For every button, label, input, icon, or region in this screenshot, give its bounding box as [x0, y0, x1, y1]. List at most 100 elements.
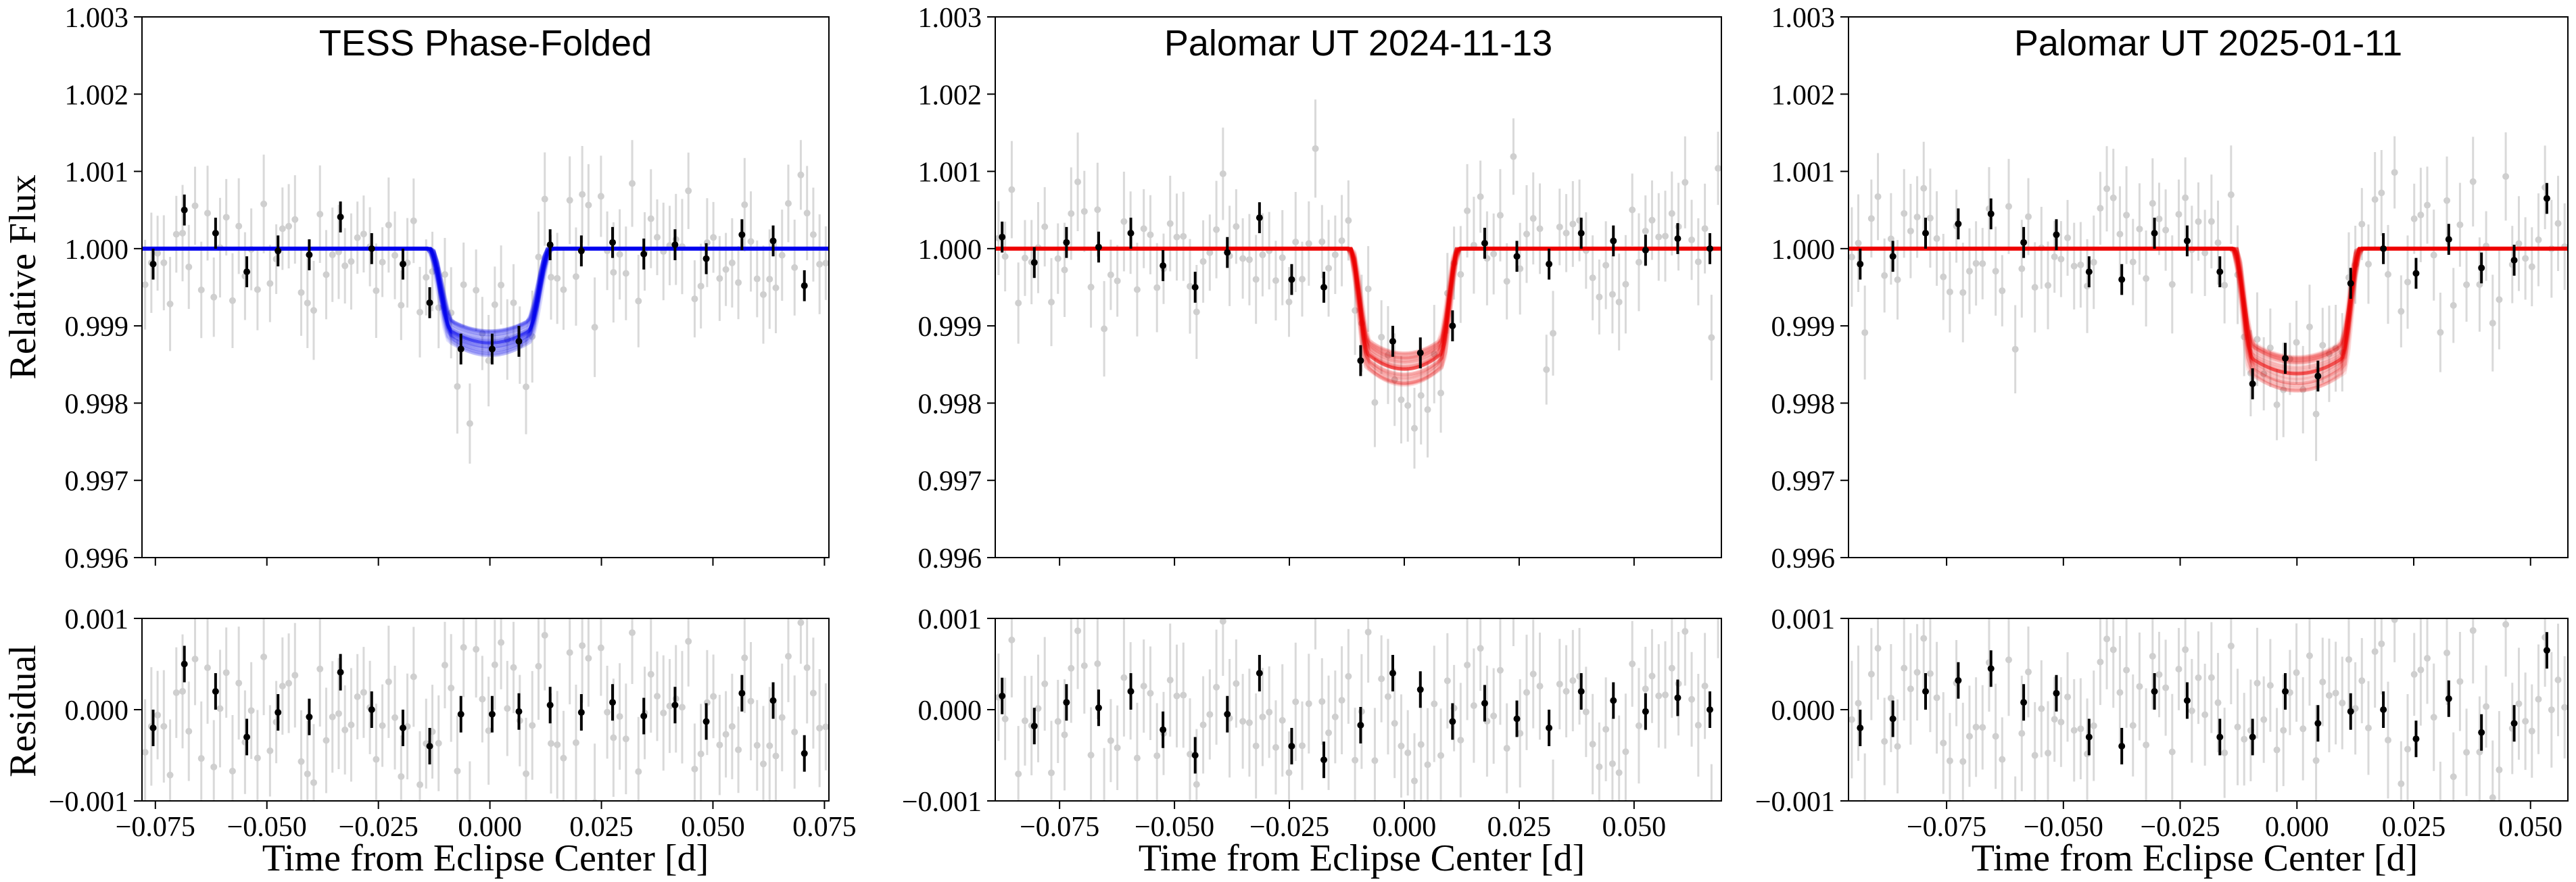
raw-residual-point	[1292, 698, 1299, 706]
raw-residual-point	[2554, 676, 2562, 683]
raw-residual-point	[1107, 737, 1114, 744]
raw-point	[622, 270, 629, 277]
raw-residual-point	[610, 734, 617, 741]
raw-residual-point	[529, 722, 536, 729]
raw-point	[1299, 276, 1306, 283]
raw-point	[1926, 214, 1934, 222]
raw-residual-point	[691, 765, 698, 773]
binned-residual-point	[426, 743, 433, 750]
raw-residual-point	[1681, 628, 1689, 635]
binned-point	[2314, 372, 2322, 380]
raw-residual-point	[1133, 754, 1141, 762]
raw-point	[1259, 251, 1266, 259]
raw-point	[2005, 203, 2012, 210]
binned-point	[801, 282, 808, 289]
raw-point	[1417, 392, 1425, 399]
raw-point	[1855, 239, 1862, 247]
raw-residual-point	[2031, 752, 2038, 759]
raw-point	[753, 275, 761, 283]
raw-point	[479, 330, 486, 337]
raw-point	[1345, 217, 1352, 224]
y-tick-label: 1.002	[65, 80, 129, 111]
x-tick-label: 0.075	[792, 812, 857, 843]
raw-point	[647, 215, 654, 222]
raw-residual-point	[379, 722, 386, 729]
binned-point	[1674, 235, 1681, 242]
raw-point	[1887, 235, 1894, 243]
raw-point	[2149, 199, 2156, 207]
raw-residual-point	[1999, 756, 2006, 763]
raw-residual-point	[160, 722, 168, 730]
x-tick-label: −0.025	[339, 812, 419, 843]
y-tick-label: 0.997	[918, 466, 982, 497]
raw-residual-point	[1364, 629, 1372, 636]
binned-point	[738, 231, 746, 239]
binned-residual-point	[671, 702, 679, 709]
raw-residual-point	[1635, 722, 1642, 729]
raw-point	[2077, 261, 2084, 268]
raw-residual-point	[803, 664, 811, 671]
binned-point	[1416, 349, 1424, 357]
raw-residual-point	[1940, 739, 1947, 747]
raw-point	[1979, 260, 1986, 268]
binned-residual-point	[2282, 688, 2289, 695]
x-tick-label: 0.050	[2498, 812, 2562, 843]
panel-title: TESS Phase-Folded	[319, 23, 652, 64]
raw-residual-point	[260, 653, 268, 660]
raw-point	[1496, 212, 1504, 219]
raw-residual-point	[2561, 704, 2568, 711]
raw-residual-point	[1668, 664, 1675, 672]
x-axis-label-panel-3: Time from Eclipse Center [d]	[1972, 837, 2418, 879]
binned-residual-point	[546, 702, 554, 709]
raw-residual-point	[1120, 674, 1128, 681]
raw-residual-point	[735, 746, 742, 754]
x-axis-label-panel-1: Time from Eclipse Center [d]	[262, 837, 709, 879]
raw-residual-point	[1701, 682, 1709, 689]
binned-residual-point	[2249, 733, 2256, 741]
raw-point	[2253, 335, 2261, 343]
raw-point	[1881, 272, 1888, 279]
raw-residual-point	[822, 723, 829, 731]
raw-point	[1940, 273, 1947, 280]
x-tick-label: −0.075	[116, 812, 195, 843]
residual-y-tick-label: 0.001	[918, 604, 982, 635]
raw-residual-point	[772, 752, 780, 760]
raw-residual-point	[1140, 683, 1147, 690]
raw-residual-point	[2306, 652, 2313, 660]
raw-point	[360, 230, 367, 238]
raw-point	[554, 274, 561, 282]
raw-point	[772, 284, 780, 291]
raw-residual-point	[1001, 715, 1009, 722]
binned-residual-point	[243, 733, 251, 741]
binned-point	[1707, 245, 1714, 252]
raw-residual-point	[685, 637, 692, 645]
raw-residual-point	[1655, 692, 1663, 700]
binned-point	[1063, 239, 1070, 246]
raw-residual-point	[229, 767, 236, 775]
raw-point	[2221, 281, 2228, 289]
raw-residual-point	[791, 729, 798, 736]
raw-residual-point	[2051, 716, 2058, 723]
raw-point	[722, 266, 730, 273]
binned-residual-point	[2347, 708, 2354, 715]
raw-residual-point	[304, 770, 311, 778]
raw-residual-point	[2168, 748, 2176, 756]
raw-residual-point	[660, 709, 667, 716]
raw-residual-point	[2515, 700, 2523, 708]
binned-residual-point	[337, 668, 344, 676]
binned-point	[306, 251, 313, 258]
binned-residual-point	[275, 709, 282, 716]
panel-title: Palomar UT 2025-01-11	[2014, 23, 2402, 64]
raw-point	[1147, 231, 1154, 239]
raw-residual-point	[191, 656, 199, 663]
raw-residual-point	[1444, 677, 1451, 685]
y-tick-label: 1.001	[65, 157, 129, 189]
raw-point	[166, 300, 174, 308]
raw-point	[1635, 259, 1642, 266]
raw-residual-point	[2214, 699, 2222, 706]
raw-residual-point	[1266, 708, 1273, 716]
raw-point	[473, 287, 480, 294]
raw-point	[741, 201, 748, 208]
binned-point	[1320, 284, 1328, 291]
raw-residual-point	[1061, 731, 1068, 739]
